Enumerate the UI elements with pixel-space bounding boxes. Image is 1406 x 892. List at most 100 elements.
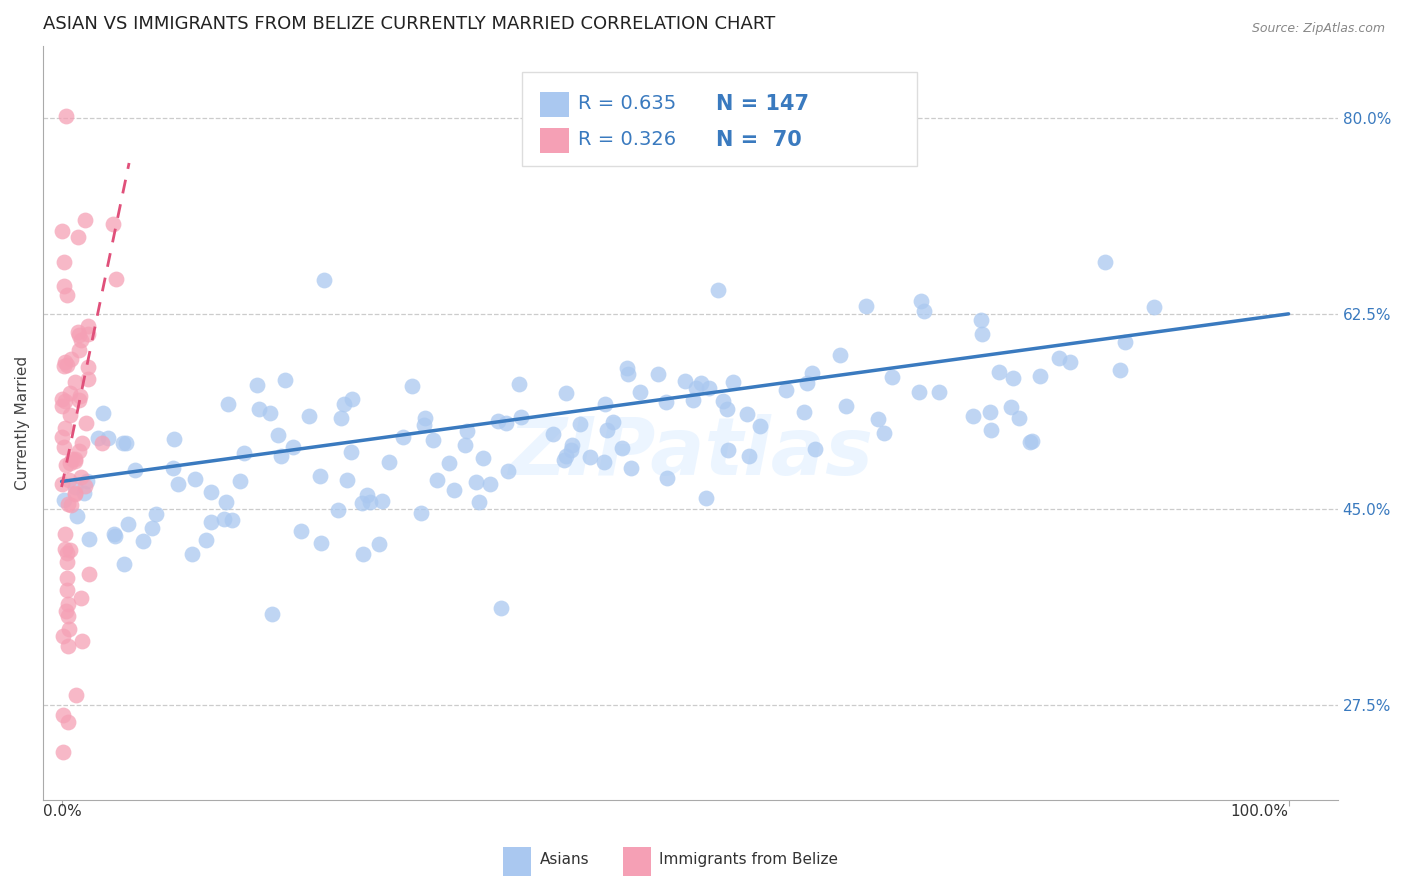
Point [75, 479, 97, 493]
Point [328, 503, 350, 517]
Point [56, 715, 79, 730]
Point [52, 629, 75, 643]
Text: Asians: Asians [540, 852, 589, 867]
Point [70, 333, 93, 347]
Point [58, 639, 80, 653]
Point [124, 463, 146, 477]
Point [55, 604, 77, 618]
Point [962, 409, 984, 423]
Point [987, 365, 1010, 379]
Point [647, 367, 669, 381]
Point [77, 318, 100, 333]
Point [58, 622, 80, 636]
Point [66, 509, 89, 524]
Point [866, 412, 889, 426]
Point [52, 745, 75, 759]
Point [115, 435, 138, 450]
Point [76, 359, 98, 374]
Point [489, 600, 512, 615]
Text: N =  70: N = 70 [716, 130, 801, 150]
FancyBboxPatch shape [540, 128, 569, 153]
Point [77, 566, 100, 581]
Point [298, 409, 321, 423]
Point [467, 495, 489, 509]
Point [855, 299, 877, 313]
Point [65, 688, 87, 702]
Point [1019, 434, 1042, 449]
Point [748, 419, 770, 434]
Bar [503, 847, 531, 876]
Point [63, 480, 86, 494]
Point [873, 426, 896, 441]
Point [620, 460, 643, 475]
Point [371, 494, 394, 508]
Point [55, 458, 77, 472]
Point [274, 372, 297, 386]
Point [91, 406, 114, 420]
Point [53, 279, 76, 293]
Point [52, 493, 75, 508]
Point [735, 407, 758, 421]
Point [695, 491, 717, 505]
Point [56, 288, 79, 302]
Point [655, 471, 678, 485]
Point [1021, 434, 1043, 449]
Point [560, 442, 582, 457]
Point [59, 456, 82, 470]
Point [51, 430, 73, 444]
Point [308, 469, 330, 483]
Point [352, 496, 374, 510]
Point [401, 379, 423, 393]
Text: ZIPatlas: ZIPatlas [508, 414, 873, 492]
Point [63, 452, 86, 467]
Point [63, 375, 86, 389]
Point [215, 495, 238, 509]
Point [63, 486, 86, 500]
Point [510, 409, 533, 424]
Point [260, 607, 283, 621]
Text: 100.0%: 100.0% [1230, 805, 1288, 820]
Point [117, 516, 139, 531]
Point [58, 497, 80, 511]
Point [969, 312, 991, 326]
Point [60, 452, 83, 467]
Point [67, 343, 90, 357]
Point [1047, 351, 1070, 365]
Point [67, 393, 90, 408]
Point [212, 512, 235, 526]
Point [67, 325, 90, 339]
Point [553, 453, 575, 467]
Point [194, 533, 217, 547]
Point [543, 427, 565, 442]
Point [59, 408, 82, 422]
Point [141, 521, 163, 535]
FancyBboxPatch shape [522, 72, 917, 166]
Point [58, 473, 80, 487]
Point [368, 537, 391, 551]
Text: Immigrants from Belize: Immigrants from Belize [659, 852, 838, 867]
Point [1094, 255, 1116, 269]
Point [880, 370, 903, 384]
Point [55, 546, 77, 560]
Point [596, 423, 619, 437]
Point [217, 396, 239, 410]
Point [340, 392, 363, 406]
Point [1114, 334, 1136, 349]
Point [711, 393, 734, 408]
Point [70, 435, 93, 450]
Point [796, 376, 818, 390]
Point [180, 547, 202, 561]
Point [912, 303, 935, 318]
Point [486, 414, 509, 428]
Point [229, 474, 252, 488]
Point [329, 411, 352, 425]
Point [312, 273, 335, 287]
Point [75, 416, 97, 430]
Point [437, 456, 460, 470]
Point [1109, 363, 1132, 377]
Point [56, 583, 79, 598]
Point [454, 438, 477, 452]
Point [52, 708, 75, 723]
Point [443, 483, 465, 497]
Point [70, 470, 93, 484]
